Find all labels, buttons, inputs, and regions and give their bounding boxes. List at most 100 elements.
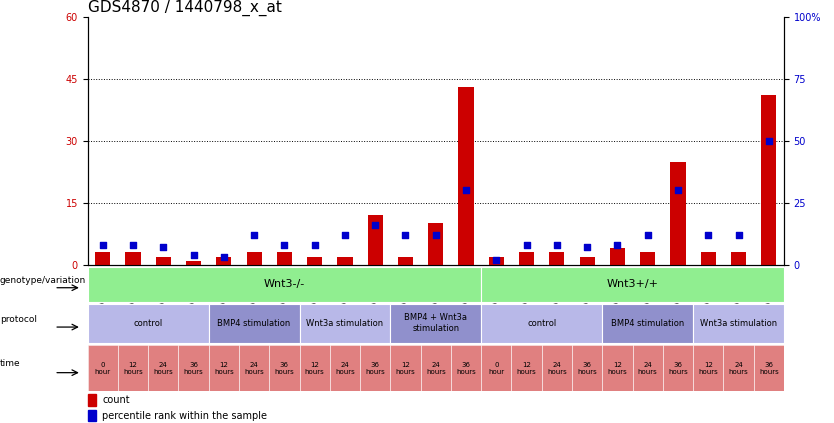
Bar [247,253,262,265]
Bar [368,215,383,265]
Point [96,242,109,248]
Point [217,254,230,261]
Text: count: count [102,395,130,405]
Point [157,244,170,251]
Bar [701,253,716,265]
Text: 24
hours: 24 hours [244,362,264,374]
Point [429,232,442,239]
Text: 36
hours: 36 hours [456,362,476,374]
Text: GSM1204941: GSM1204941 [461,265,470,316]
Text: 0
hour: 0 hour [488,362,505,374]
Bar [216,256,231,265]
Text: 24
hours: 24 hours [426,362,445,374]
Text: GSM1204927: GSM1204927 [401,265,410,316]
Bar [459,87,474,265]
Bar [519,253,534,265]
Text: GSM1204922: GSM1204922 [522,265,531,316]
Text: GSM1204938: GSM1204938 [764,265,773,316]
Point [641,232,655,239]
Text: GSM1204936: GSM1204936 [583,265,591,316]
Text: 36
hours: 36 hours [274,362,294,374]
Point [399,232,412,239]
Bar [88,410,96,421]
Bar [307,256,322,265]
Bar [277,253,292,265]
Text: Wnt3+/+: Wnt3+/+ [606,279,659,289]
Bar [580,256,595,265]
Text: 12
hours: 12 hours [304,362,324,374]
Text: Wnt3-/-: Wnt3-/- [264,279,305,289]
Text: BMP4 + Wnt3a
stimulation: BMP4 + Wnt3a stimulation [404,313,467,333]
Text: percentile rank within the sample: percentile rank within the sample [102,411,267,421]
Text: 12
hours: 12 hours [395,362,415,374]
Bar [186,261,201,265]
Text: Wnt3a stimulation: Wnt3a stimulation [306,319,384,328]
Text: GSM1204923: GSM1204923 [613,265,622,316]
Text: GSM1204924: GSM1204924 [704,265,713,316]
Point [278,242,291,248]
Text: 36
hours: 36 hours [365,362,385,374]
Text: 24
hours: 24 hours [729,362,748,374]
Text: time: time [0,359,21,368]
Text: 12
hours: 12 hours [698,362,718,374]
Text: 24
hours: 24 hours [547,362,567,374]
Text: BMP4 stimulation: BMP4 stimulation [218,319,291,328]
Text: GSM1204931: GSM1204931 [734,265,743,316]
Bar [731,253,746,265]
Point [550,242,564,248]
Bar [125,253,141,265]
Text: GSM1204925: GSM1204925 [128,265,138,316]
Bar [338,256,353,265]
Text: GDS4870 / 1440798_x_at: GDS4870 / 1440798_x_at [88,0,281,16]
Text: 24
hours: 24 hours [638,362,657,374]
Text: GSM1204926: GSM1204926 [219,265,229,316]
Text: protocol: protocol [0,315,37,324]
Text: GSM1204920: GSM1204920 [492,265,501,316]
Point [126,242,139,248]
Text: 36
hours: 36 hours [577,362,597,374]
Point [610,242,624,248]
Text: 12
hours: 12 hours [607,362,627,374]
Bar [156,256,171,265]
Text: 36
hours: 36 hours [183,362,203,374]
Text: control: control [527,319,556,328]
Point [762,137,776,144]
Text: 36
hours: 36 hours [668,362,688,374]
Point [460,187,473,194]
Text: genotype/variation: genotype/variation [0,276,86,285]
Point [701,232,715,239]
Text: control: control [133,319,163,328]
Bar [671,162,686,265]
Text: GSM1204933: GSM1204933 [249,265,259,316]
Text: 24
hours: 24 hours [335,362,354,374]
Point [248,232,261,239]
Text: Wnt3a stimulation: Wnt3a stimulation [700,319,777,328]
Text: 12
hours: 12 hours [517,362,536,374]
Bar [550,253,565,265]
Text: GSM1204932: GSM1204932 [158,265,168,316]
Bar [398,256,413,265]
Bar [641,253,656,265]
Point [520,242,533,248]
Bar [761,96,776,265]
Text: 12
hours: 12 hours [214,362,234,374]
Point [580,244,594,251]
Text: GSM1204930: GSM1204930 [643,265,652,316]
Text: 24
hours: 24 hours [153,362,173,374]
Text: GSM1204940: GSM1204940 [280,265,289,316]
Point [339,232,352,239]
Text: GSM1204937: GSM1204937 [674,265,682,316]
Text: 36
hours: 36 hours [759,362,779,374]
Point [308,242,321,248]
Text: GSM1204939: GSM1204939 [189,265,198,316]
Text: GSM1204928: GSM1204928 [310,265,319,316]
Bar [95,253,110,265]
Bar [610,248,625,265]
Text: 12
hours: 12 hours [123,362,143,374]
Point [187,252,200,258]
Text: GSM1204921: GSM1204921 [98,265,108,316]
Text: GSM1204934: GSM1204934 [431,265,440,316]
Text: GSM1204942: GSM1204942 [370,265,379,316]
Point [490,256,503,263]
Text: BMP4 stimulation: BMP4 stimulation [611,319,685,328]
